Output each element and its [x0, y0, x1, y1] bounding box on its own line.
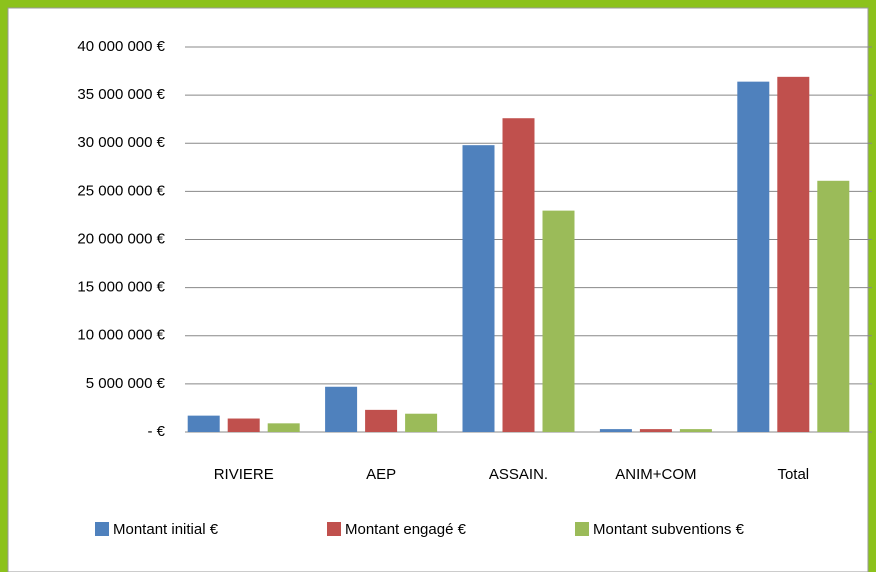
x-tick-label: RIVIERE	[214, 466, 274, 483]
bar	[187, 415, 220, 432]
y-tick-label: - €	[147, 423, 165, 440]
bar	[777, 76, 810, 433]
legend-label: Montant initial €	[113, 521, 219, 538]
legend-swatch	[575, 522, 589, 536]
y-tick-label: 15 000 000 €	[77, 279, 165, 296]
bar	[679, 429, 712, 432]
legend-swatch	[95, 522, 109, 536]
bar	[405, 413, 438, 432]
legend-swatch	[327, 522, 341, 536]
y-tick-label: 35 000 000 €	[77, 86, 165, 103]
bar	[365, 409, 398, 432]
bar	[462, 145, 495, 433]
y-tick-label: 25 000 000 €	[77, 182, 165, 199]
x-tick-label: ASSAIN.	[489, 466, 548, 483]
bar	[599, 429, 632, 432]
chart-area	[7, 7, 869, 573]
bar	[227, 418, 260, 432]
bar	[639, 429, 672, 432]
bar	[737, 81, 770, 433]
y-tick-label: 40 000 000 €	[77, 38, 165, 55]
bar	[267, 423, 300, 432]
legend-label: Montant engagé €	[345, 521, 467, 538]
bar	[502, 118, 535, 432]
y-tick-label: 30 000 000 €	[77, 134, 165, 151]
legend-label: Montant subventions €	[593, 521, 745, 538]
y-tick-label: 5 000 000 €	[86, 375, 166, 392]
y-tick-label: 20 000 000 €	[77, 230, 165, 247]
bar	[325, 386, 358, 432]
x-tick-label: Total	[777, 466, 809, 483]
x-tick-label: ANIM+COM	[615, 466, 696, 483]
bar	[817, 180, 850, 432]
y-tick-label: 10 000 000 €	[77, 327, 165, 344]
x-tick-label: AEP	[366, 466, 396, 483]
bar	[542, 210, 575, 432]
